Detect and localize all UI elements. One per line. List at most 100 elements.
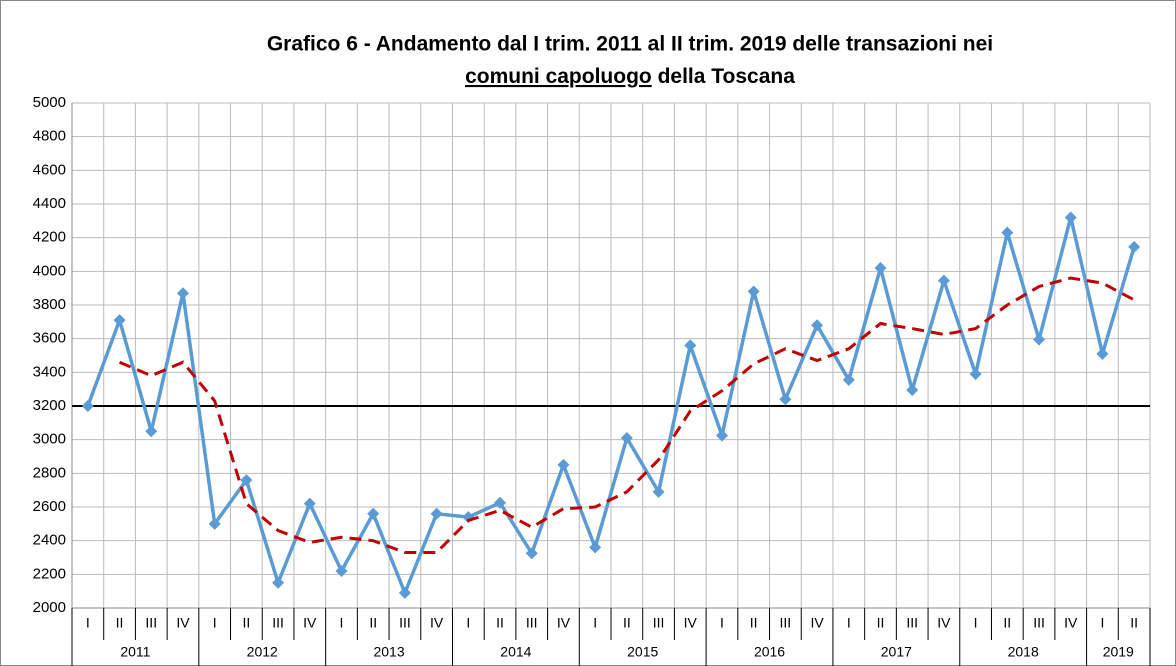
title-underlined: comuni capoluogo bbox=[465, 65, 652, 88]
point-marker bbox=[303, 497, 316, 510]
point-marker bbox=[652, 485, 665, 498]
x-tick-label: I bbox=[1100, 615, 1104, 631]
x-tick-label: I bbox=[213, 615, 217, 631]
point-marker bbox=[969, 368, 982, 381]
year-label: 2017 bbox=[881, 644, 912, 660]
x-tick-label: I bbox=[466, 615, 470, 631]
point-marker bbox=[398, 586, 411, 599]
x-tick-label: II bbox=[1003, 615, 1011, 631]
x-tick-label: IV bbox=[1064, 615, 1078, 631]
year-label: 2011 bbox=[120, 644, 150, 660]
y-tick-label: 4000 bbox=[33, 262, 66, 279]
y-tick-label: 4400 bbox=[33, 195, 66, 212]
year-label: 2016 bbox=[754, 644, 785, 660]
point-marker bbox=[1001, 226, 1014, 239]
year-label: 2015 bbox=[627, 644, 658, 660]
point-marker bbox=[937, 274, 950, 287]
y-tick-label: 2600 bbox=[33, 498, 66, 515]
point-marker bbox=[494, 496, 507, 509]
point-marker bbox=[240, 474, 253, 487]
y-tick-label: 3400 bbox=[33, 363, 66, 380]
x-tick-label: I bbox=[86, 615, 90, 631]
x-tick-label: II bbox=[750, 615, 758, 631]
point-marker bbox=[842, 373, 855, 386]
x-tick-label: II bbox=[877, 615, 885, 631]
y-tick-label: 3800 bbox=[33, 296, 66, 313]
point-marker bbox=[335, 564, 348, 577]
point-marker bbox=[906, 384, 919, 397]
x-tick-label: II bbox=[242, 615, 250, 631]
point-marker bbox=[145, 425, 158, 438]
x-tick-label: III bbox=[1033, 615, 1045, 631]
point-marker bbox=[874, 261, 887, 274]
x-tick-label: III bbox=[272, 615, 284, 631]
point-marker bbox=[1128, 240, 1141, 253]
y-tick-label: 4800 bbox=[33, 128, 66, 145]
point-marker bbox=[430, 507, 443, 520]
x-tick-label: IV bbox=[303, 615, 317, 631]
x-tick-label: II bbox=[369, 615, 377, 631]
point-marker bbox=[525, 547, 538, 560]
year-label: 2012 bbox=[247, 644, 278, 660]
x-tick-label: III bbox=[526, 615, 538, 631]
x-tick-label: III bbox=[145, 615, 157, 631]
year-label: 2019 bbox=[1103, 644, 1134, 660]
point-marker bbox=[684, 339, 697, 352]
series-line bbox=[118, 276, 1135, 554]
x-tick-label: I bbox=[847, 615, 851, 631]
x-tick-label: IV bbox=[176, 615, 190, 631]
point-marker bbox=[272, 576, 285, 589]
year-label: 2014 bbox=[500, 644, 531, 660]
title-rest: della Toscana bbox=[658, 65, 796, 88]
x-tick-label: III bbox=[780, 615, 792, 631]
x-tick-label: II bbox=[496, 615, 504, 631]
x-tick-label: IV bbox=[684, 615, 698, 631]
x-tick-label: II bbox=[1130, 615, 1138, 631]
y-tick-label: 5000 bbox=[33, 94, 66, 111]
x-tick-label: II bbox=[623, 615, 631, 631]
y-tick-label: 4200 bbox=[33, 229, 66, 246]
y-tick-label: 2800 bbox=[33, 464, 66, 481]
y-tick-label: 4600 bbox=[33, 161, 66, 178]
point-marker bbox=[811, 319, 824, 332]
y-tick-label: 3000 bbox=[33, 431, 66, 448]
chart-title: Grafico 6 - Andamento dal I trim. 2011 a… bbox=[267, 33, 993, 56]
x-tick-label: I bbox=[340, 615, 344, 631]
year-label: 2013 bbox=[373, 644, 404, 660]
chart-title-line2: comuni capoluogo della Toscana bbox=[465, 65, 795, 88]
x-tick-label: I bbox=[593, 615, 597, 631]
year-label: 2018 bbox=[1008, 644, 1039, 660]
point-marker bbox=[1064, 211, 1077, 224]
point-marker bbox=[620, 431, 633, 444]
point-marker bbox=[176, 287, 189, 300]
y-tick-label: 3600 bbox=[33, 330, 66, 347]
x-tick-label: III bbox=[653, 615, 665, 631]
x-tick-label: IV bbox=[937, 615, 951, 631]
x-tick-label: III bbox=[399, 615, 411, 631]
series-line bbox=[86, 217, 1136, 598]
point-marker bbox=[715, 429, 728, 442]
x-tick-label: I bbox=[974, 615, 978, 631]
x-tick-label: II bbox=[116, 615, 124, 631]
x-tick-label: IV bbox=[810, 615, 824, 631]
y-tick-label: 3200 bbox=[33, 397, 66, 414]
x-tick-label: IV bbox=[557, 615, 571, 631]
y-tick-label: 2400 bbox=[33, 532, 66, 549]
x-tick-label: IV bbox=[430, 615, 444, 631]
y-tick-label: 2000 bbox=[33, 599, 66, 616]
point-marker bbox=[747, 285, 760, 298]
x-tick-label: III bbox=[906, 615, 918, 631]
point-marker bbox=[367, 507, 380, 520]
point-marker bbox=[81, 400, 94, 412]
point-marker bbox=[779, 393, 792, 406]
point-marker bbox=[1033, 333, 1046, 346]
point-marker bbox=[557, 458, 570, 471]
point-marker bbox=[589, 541, 602, 554]
x-tick-label: I bbox=[720, 615, 724, 631]
y-tick-label: 2200 bbox=[33, 565, 66, 582]
point-marker bbox=[208, 517, 221, 530]
point-marker bbox=[1096, 347, 1109, 360]
point-marker bbox=[113, 314, 126, 327]
